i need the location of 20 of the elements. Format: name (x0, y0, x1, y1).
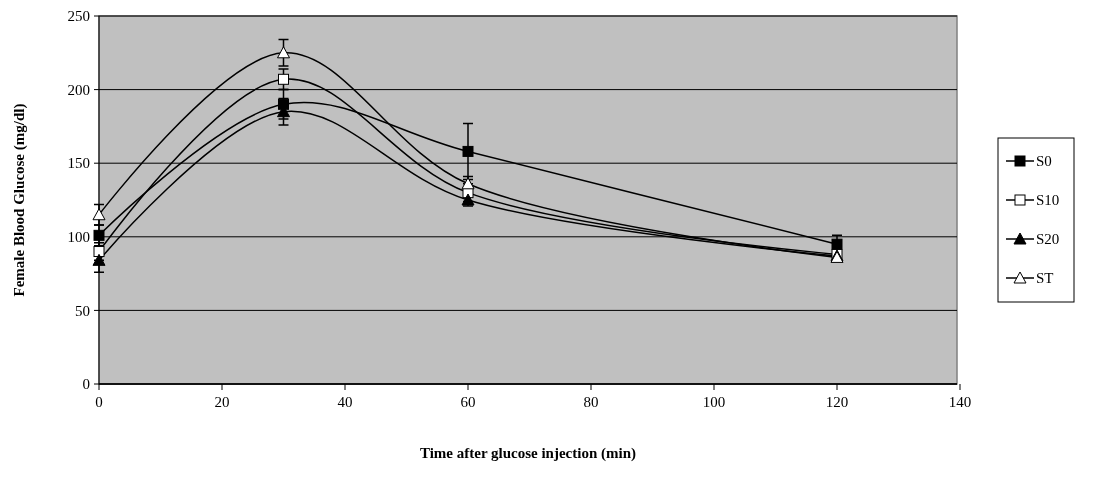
x-tick-label: 100 (702, 394, 726, 410)
y-tick-label: 150 (67, 155, 90, 172)
legend-label: S20 (1036, 231, 1060, 248)
y-tick-label: 200 (67, 81, 90, 98)
y-tick-label: 100 (67, 229, 90, 246)
x-tick-label: 20 (214, 394, 230, 410)
y-tick-label: 50 (75, 302, 90, 319)
x-tick-label: 80 (583, 394, 599, 410)
y-axis-title: Female Blood Glucose (mg/dl) (11, 103, 28, 297)
x-tick-label: 120 (825, 394, 849, 410)
y-tick-label: 0 (82, 376, 90, 393)
legend-label: S0 (1036, 153, 1052, 170)
x-tick-label: 60 (460, 394, 476, 410)
legend-label: S10 (1036, 192, 1060, 209)
x-tick-label: 40 (337, 394, 353, 410)
y-tick-label: 250 (67, 8, 90, 25)
x-axis-title: Time after glucose injection (min) (419, 445, 637, 462)
legend-label: ST (1036, 270, 1054, 287)
x-tick-label: 140 (948, 394, 972, 410)
x-tick-label: 0 (95, 394, 103, 410)
